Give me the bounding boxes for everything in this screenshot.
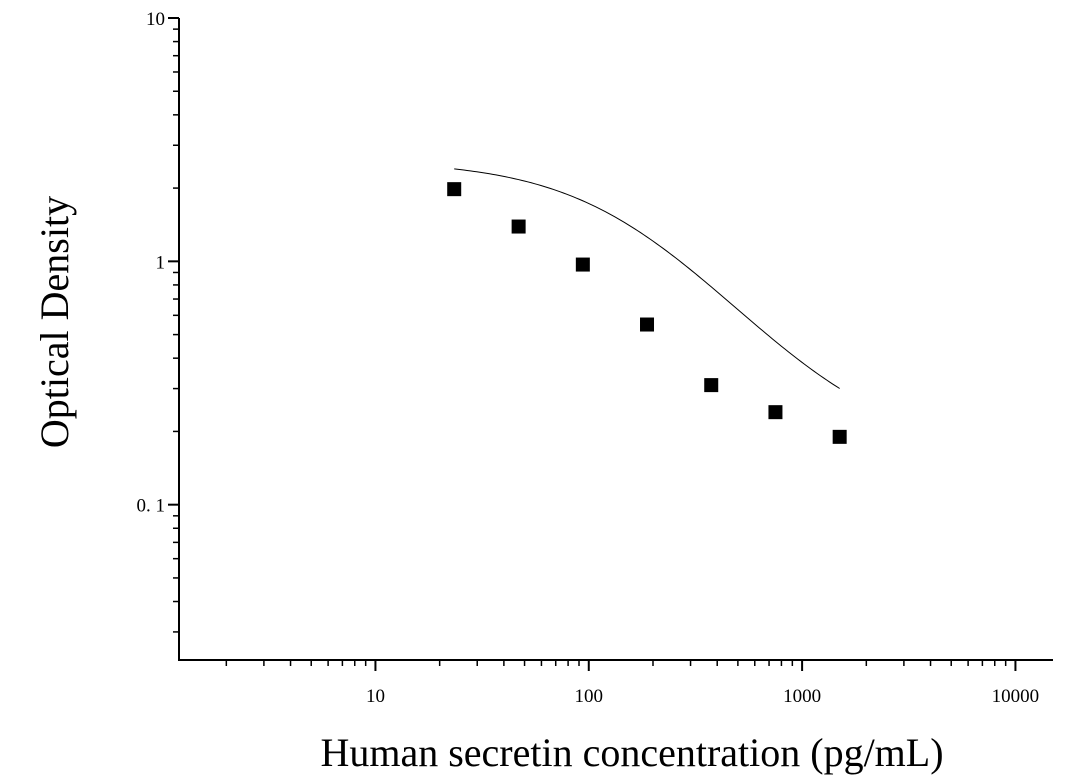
x-axis-ticks: 10 100 1000 10000	[366, 660, 1039, 707]
x-tick-label: 1000	[783, 686, 821, 707]
y-axis-ticks: 0. 1 1 10	[137, 9, 179, 517]
data-point	[511, 219, 526, 234]
y-axis-title: Optical Density	[32, 196, 77, 448]
data-points	[447, 182, 847, 444]
data-point	[575, 257, 590, 272]
minor-ticks	[173, 28, 1007, 666]
x-axis-title: Human secretin concentration (pg/mL)	[320, 730, 943, 775]
y-tick-label: 10	[146, 9, 165, 30]
data-point	[447, 182, 462, 197]
data-point	[640, 317, 655, 332]
y-tick-label: 1	[156, 252, 166, 273]
y-tick-label: 0. 1	[137, 496, 166, 517]
x-tick-label: 10	[366, 686, 385, 707]
x-tick-label: 10000	[992, 686, 1040, 707]
fit-curve	[454, 168, 840, 389]
data-point	[768, 405, 783, 420]
data-point	[704, 378, 719, 393]
data-point	[832, 429, 847, 444]
x-tick-label: 100	[575, 686, 604, 707]
axes	[178, 18, 1053, 661]
